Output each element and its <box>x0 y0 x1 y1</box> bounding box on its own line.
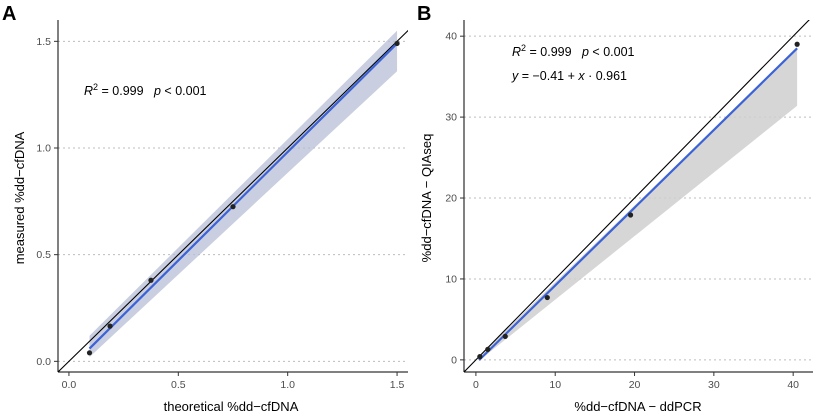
panel-b-data-point <box>627 212 634 218</box>
panel-b-r2-annotation: R2 = 0.999 p < 0.001 <box>512 43 635 59</box>
panel-a-data-point <box>394 40 400 47</box>
panel-a-x-tick-label: 1.0 <box>280 379 295 391</box>
panel-a-y-tick-label: 1.5 <box>36 36 51 48</box>
panel-a-data-point <box>86 350 93 356</box>
panel-b-eq-x: x <box>577 69 585 83</box>
panel-a-identity-line <box>58 29 408 372</box>
panel-b-data-point <box>544 294 550 301</box>
panel-a: A 0.0 0.5 1.0 1.5 0.0 0.5 1.0 1.5 theoretical %… <box>2 3 408 414</box>
panel-b-points <box>477 41 800 360</box>
panel-b-eq-tail: · 0.961 <box>585 69 627 83</box>
panel-a-data-point <box>107 323 113 329</box>
panel-a-points <box>86 40 400 356</box>
panel-a-axes: 0.0 0.5 1.0 1.5 0.0 0.5 1.0 1.5 <box>36 20 408 391</box>
panel-a-gridlines <box>58 40 408 362</box>
panel-b-data-point <box>502 333 508 339</box>
panel-a-letter: A <box>2 3 16 25</box>
panel-a-r2-annotation: R2 = 0.999 p < 0.001 <box>84 82 207 98</box>
panel-a-r2-power: 2 <box>93 82 98 92</box>
panel-a-r2-symbol: R <box>84 84 93 98</box>
panel-b-x-tick-label: 10 <box>549 379 561 391</box>
panel-b-p-symbol: p <box>581 45 589 59</box>
panel-b-data-point <box>477 354 483 360</box>
panel-b-letter: B <box>417 3 431 25</box>
panel-b-x-tick-label: 0 <box>473 379 479 391</box>
panel-a-data-point <box>148 277 154 283</box>
panel-b-eq-y: y <box>511 69 519 83</box>
panel-b-y-tick-label: 40 <box>445 31 457 43</box>
panel-b: B 0 10 20 30 40 0 10 20 30 40 %dd−cfDNA − ddPCR %… <box>417 3 813 414</box>
panel-b-r2-symbol: R <box>512 45 521 59</box>
panel-a-y-tick-label: 0.5 <box>36 249 51 261</box>
panel-b-y-tick-label: 0 <box>451 354 457 366</box>
panel-b-fit-layer <box>478 47 798 361</box>
panel-a-x-tick-label: 0.5 <box>171 379 186 391</box>
panel-a-p-value: < 0.001 <box>161 84 207 98</box>
panel-b-x-axis-title: %dd−cfDNA − ddPCR <box>574 399 701 414</box>
panel-b-x-tick-label: 20 <box>629 379 641 391</box>
panel-a-fit-layer <box>88 42 398 350</box>
panel-b-data-point <box>794 41 800 47</box>
panel-a-confidence-band-layer <box>89 30 398 358</box>
panel-b-y-tick-label: 20 <box>445 193 457 205</box>
panel-a-x-axis-title: theoretical %dd−cfDNA <box>164 399 299 414</box>
panel-b-regression-line <box>478 47 798 361</box>
panel-b-r2-value: = 0.999 <box>526 45 582 59</box>
panel-a-x-tick-label: 0.0 <box>62 379 77 391</box>
panel-b-p-value: < 0.001 <box>589 45 635 59</box>
panel-b-identity-layer <box>464 20 810 372</box>
panel-a-data-point <box>230 204 236 210</box>
panel-b-x-tick-label: 40 <box>787 379 799 391</box>
panel-a-p-symbol: p <box>153 84 161 98</box>
panel-b-y-axis-title: %dd−cfDNA − QIAseq <box>419 134 434 263</box>
panel-a-x-tick-label: 1.5 <box>390 379 405 391</box>
panel-a-regression-line <box>88 42 398 350</box>
panel-b-eq-mid: = −0.41 + <box>518 69 578 83</box>
panel-b-data-point <box>485 346 491 352</box>
panel-b-y-tick-label: 10 <box>445 273 457 285</box>
panel-a-y-axis-title: measured %dd−cfDNA <box>12 131 27 264</box>
panel-b-equation-annotation: y = −0.41 + x · 0.961 <box>511 69 627 83</box>
panel-b-identity-line <box>464 20 810 372</box>
panel-b-y-tick-label: 30 <box>445 112 457 124</box>
panel-a-y-tick-label: 1.0 <box>36 143 51 155</box>
panel-b-x-tick-label: 30 <box>708 379 720 391</box>
panel-b-axes: 0 10 20 30 40 0 10 20 30 40 <box>445 20 813 391</box>
panel-a-confidence-band <box>89 30 398 358</box>
panel-a-r2-value: = 0.999 <box>98 84 154 98</box>
panel-a-identity-layer <box>58 29 408 372</box>
panel-b-r2-power: 2 <box>521 43 526 53</box>
panel-a-y-tick-label: 0.0 <box>36 356 51 368</box>
